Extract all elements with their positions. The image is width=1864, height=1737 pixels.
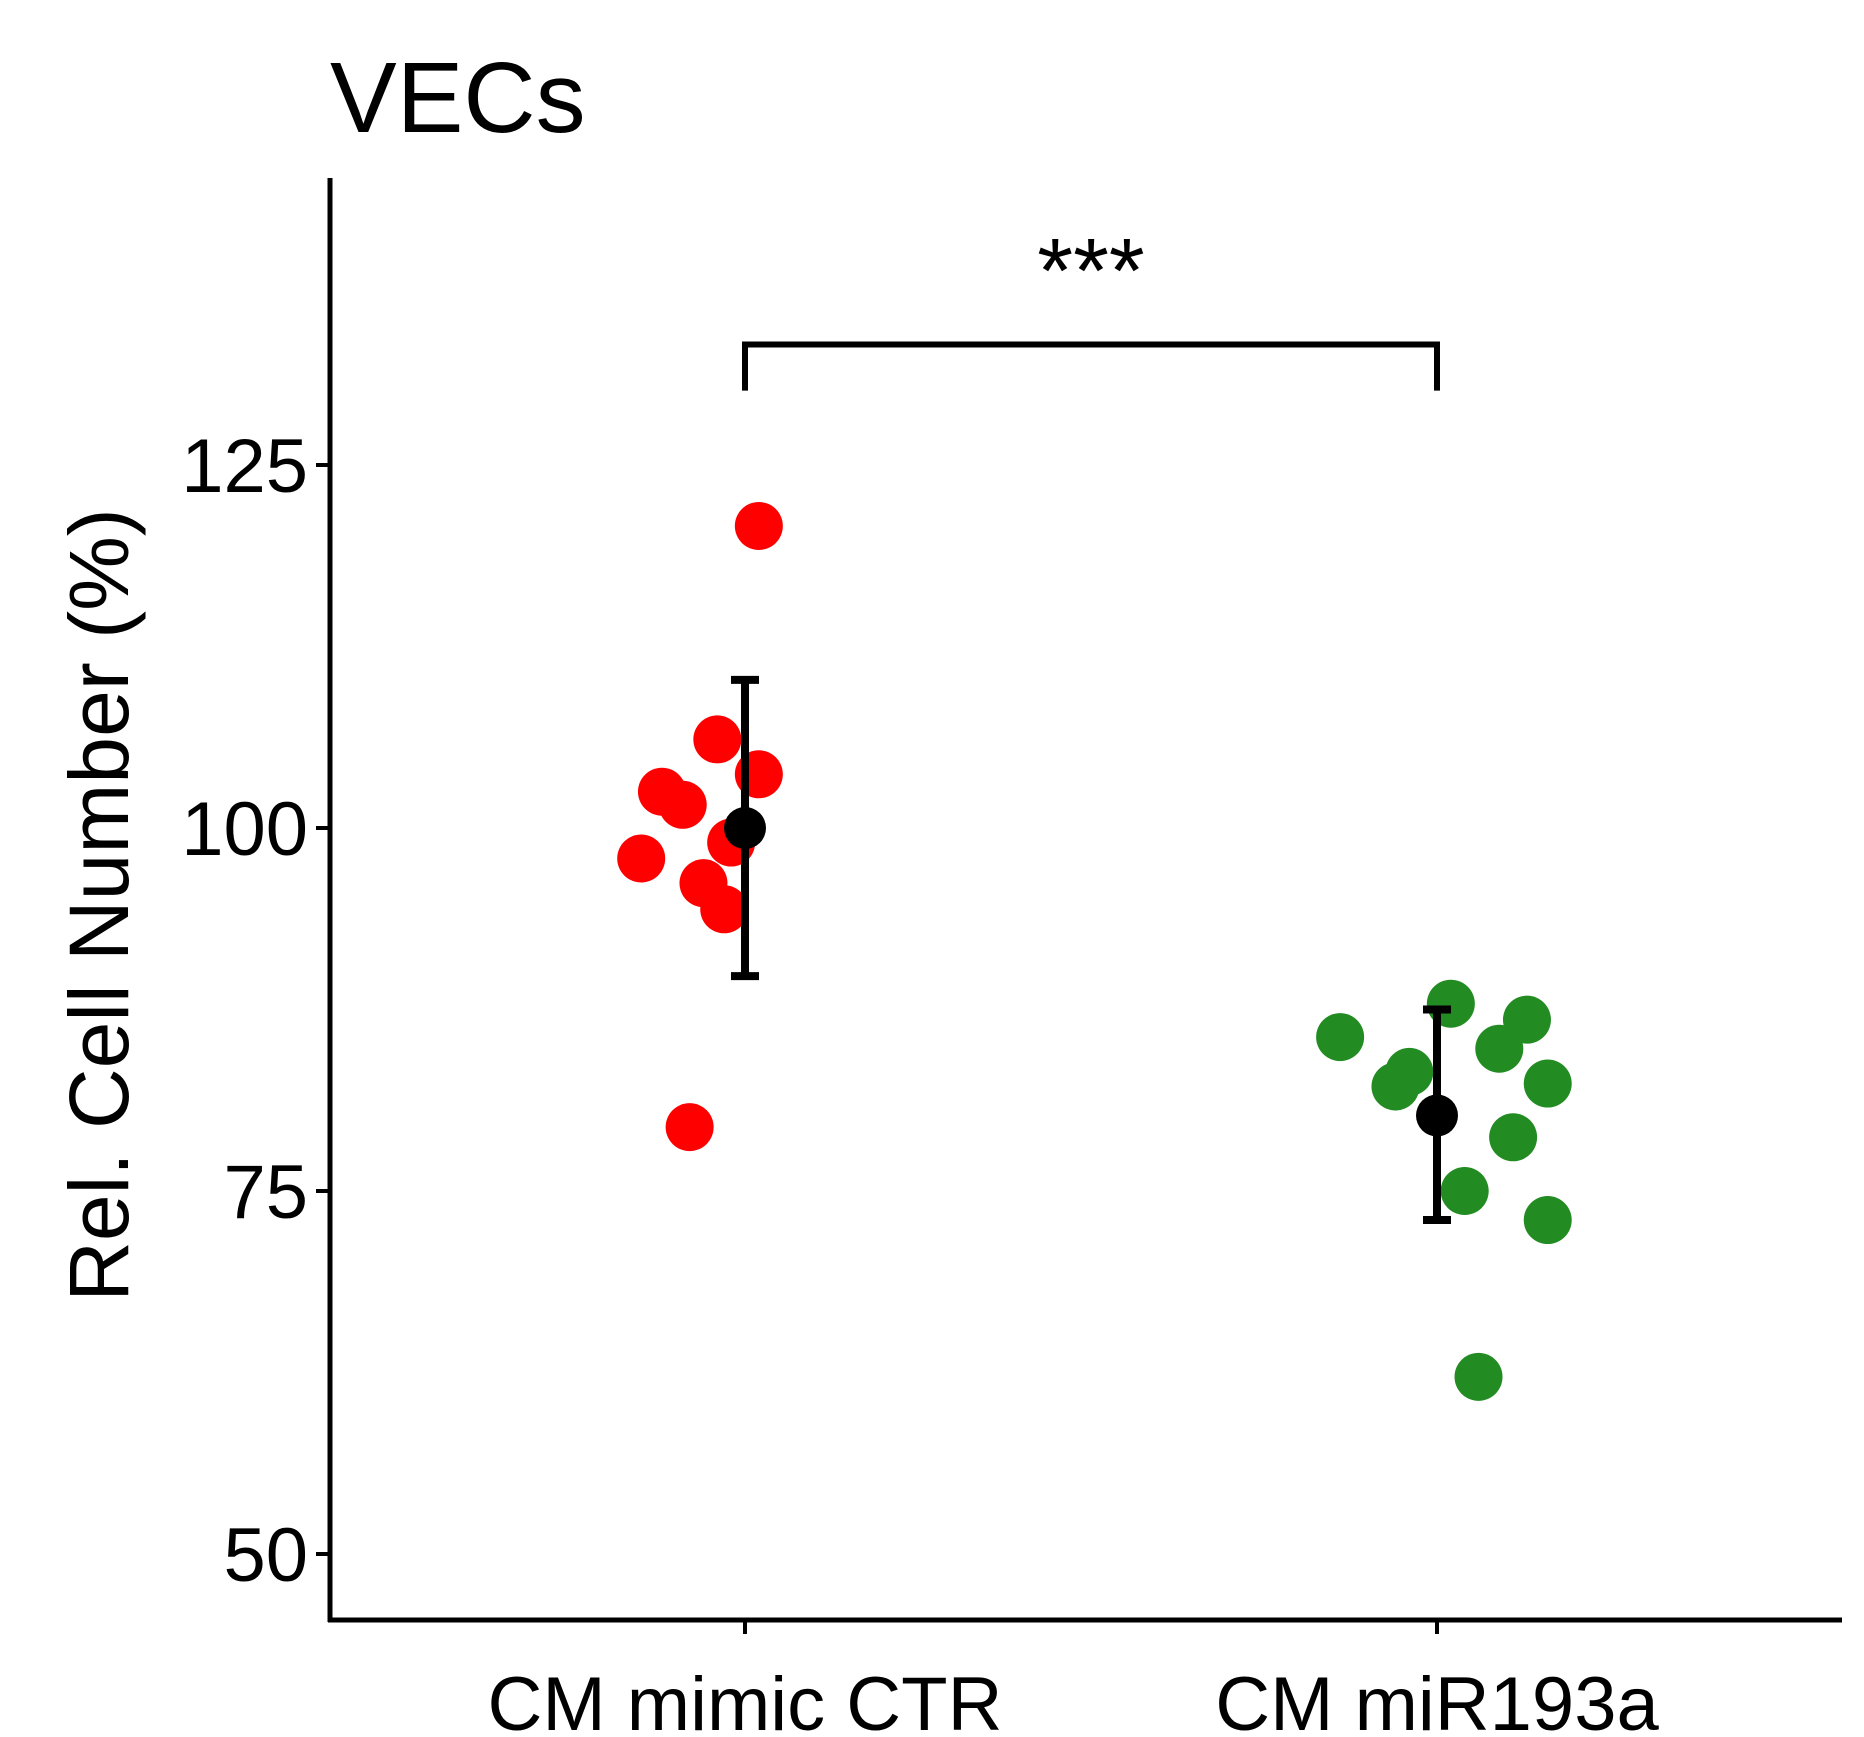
data-point (1454, 1352, 1503, 1401)
significance-bracket (742, 341, 1440, 391)
y-tick-label: 100 (181, 787, 308, 872)
y-tick-label: 50 (223, 1513, 308, 1598)
data-point (1440, 1167, 1489, 1215)
error-bars (724, 675, 1458, 1225)
significance-label: *** (1037, 220, 1144, 322)
x-tick-label: CM mimic CTR (487, 1662, 1002, 1737)
data-point (1371, 1062, 1420, 1111)
significance-annotation: *** (742, 220, 1440, 391)
chart-title: VECs (330, 42, 586, 154)
data-point (1316, 1013, 1365, 1062)
data-point (1475, 1024, 1524, 1073)
data-point (658, 780, 707, 829)
data-point (665, 1103, 714, 1152)
mean-point (724, 807, 766, 849)
y-axis-label-group: Rel. Cell Number (%) (52, 508, 146, 1302)
data-point (700, 885, 749, 934)
data-point (1523, 1196, 1572, 1245)
data-point (693, 715, 742, 764)
y-ticks: 50 75 100 125 (181, 424, 330, 1598)
data-point (734, 501, 783, 550)
y-tick-label: 75 (223, 1150, 308, 1235)
data-point (1489, 1113, 1538, 1162)
x-ticks: CM mimic CTR CM miR193a (487, 1620, 1659, 1737)
data-points (617, 501, 1572, 1401)
y-axis-label: Rel. Cell Number (%) (52, 508, 146, 1302)
y-tick-label: 125 (181, 424, 308, 509)
data-point (617, 834, 666, 883)
mean-point (1416, 1094, 1458, 1137)
data-point (1523, 1059, 1572, 1108)
x-tick-label: CM miR193a (1215, 1662, 1659, 1737)
axes (327, 178, 1842, 1623)
